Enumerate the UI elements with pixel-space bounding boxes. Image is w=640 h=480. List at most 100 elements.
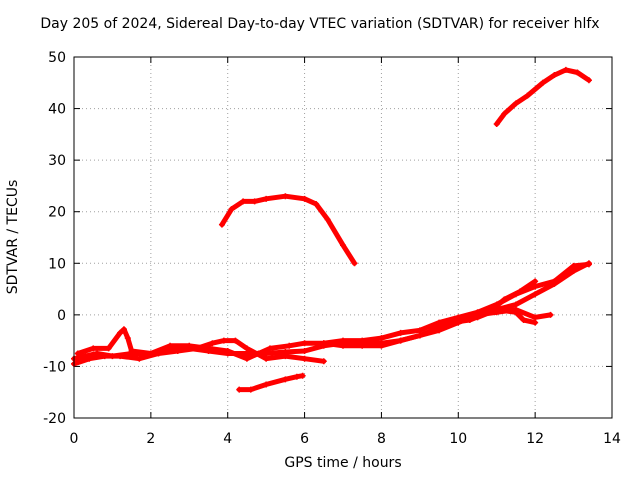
series-track-g [236, 373, 306, 393]
data-point [501, 110, 508, 117]
data-point [359, 337, 366, 344]
data-point [218, 221, 225, 228]
data-point [532, 314, 539, 321]
data-point [136, 355, 143, 362]
data-point [378, 342, 385, 349]
data-point [266, 345, 273, 352]
data-point [243, 345, 250, 352]
grid [74, 57, 612, 418]
data-point [532, 319, 539, 326]
data-series [71, 66, 592, 393]
data-point [320, 358, 327, 365]
data-point [228, 206, 235, 213]
data-point [512, 100, 519, 107]
data-point [263, 355, 270, 362]
data-point [263, 195, 270, 202]
data-point [512, 309, 519, 316]
data-point [340, 342, 346, 349]
data-point [493, 121, 500, 128]
data-point [520, 317, 527, 324]
data-point [474, 314, 481, 321]
data-point [301, 340, 308, 347]
data-point [562, 66, 569, 73]
data-point [324, 216, 331, 223]
data-point [263, 381, 270, 388]
data-point [299, 372, 306, 379]
data-point [466, 317, 473, 324]
data-point [428, 327, 435, 334]
x-axis-label: GPS time / hours [284, 455, 402, 471]
data-point [220, 337, 227, 344]
x-tick-label: 10 [449, 431, 467, 447]
y-tick-label: 20 [48, 205, 66, 221]
data-point [247, 386, 254, 393]
data-point [532, 283, 539, 290]
data-point [512, 301, 519, 308]
data-point [209, 340, 216, 347]
x-tick-label: 8 [377, 431, 386, 447]
data-point [301, 195, 308, 202]
data-point [547, 311, 554, 318]
data-point [232, 337, 239, 344]
data-point [516, 288, 523, 295]
x-tick-label: 2 [146, 431, 155, 447]
data-point [551, 278, 558, 285]
data-point [313, 200, 320, 207]
data-point [301, 347, 308, 354]
data-point [255, 350, 262, 357]
data-point [501, 296, 508, 303]
x-tick-label: 0 [70, 431, 79, 447]
data-point [167, 342, 174, 349]
data-point [397, 337, 404, 344]
x-tick-label: 14 [603, 431, 621, 447]
plot-frame [73, 56, 613, 419]
data-point [397, 329, 404, 336]
data-point [224, 347, 231, 354]
data-point [532, 278, 539, 285]
series-track-h [219, 193, 357, 266]
y-tick-label: -20 [43, 411, 66, 427]
chart-title: Day 205 of 2024, Sidereal Day-to-day VTE… [40, 16, 600, 32]
data-point [205, 345, 212, 352]
data-point [282, 353, 289, 360]
data-point [301, 355, 308, 362]
data-point [585, 261, 592, 268]
data-point [105, 345, 112, 352]
data-point [493, 306, 500, 313]
y-tick-label: -10 [43, 359, 66, 375]
y-tick-label: 10 [48, 256, 66, 272]
data-point [128, 347, 135, 354]
data-point [117, 329, 124, 336]
x-tick-label: 6 [300, 431, 309, 447]
data-point [532, 291, 539, 298]
axis-ticks: 0 2 4 6 8 10 12 14 -20 -10 0 10 20 30 40 50 [43, 50, 621, 447]
data-point [174, 347, 181, 354]
data-point [359, 342, 366, 349]
data-point [282, 193, 289, 200]
y-tick-label: 40 [48, 102, 66, 118]
data-point [243, 355, 250, 362]
data-point [416, 327, 423, 334]
y-tick-label: 50 [48, 50, 66, 66]
data-point [90, 345, 97, 352]
data-point [524, 92, 531, 99]
data-point [585, 77, 592, 84]
data-point [286, 342, 293, 349]
data-point [101, 353, 108, 360]
data-point [570, 262, 577, 269]
data-point [574, 69, 581, 76]
data-point [282, 376, 289, 383]
data-point [539, 79, 546, 86]
data-point [124, 335, 131, 342]
y-tick-label: 0 [57, 308, 66, 324]
data-point [340, 242, 346, 249]
data-point [251, 198, 258, 205]
data-point [351, 260, 358, 267]
data-point [147, 350, 154, 357]
data-point [186, 342, 193, 349]
data-point [120, 326, 127, 333]
data-point [240, 198, 247, 205]
data-point [293, 373, 300, 380]
data-point [416, 332, 423, 339]
data-point [236, 386, 243, 393]
